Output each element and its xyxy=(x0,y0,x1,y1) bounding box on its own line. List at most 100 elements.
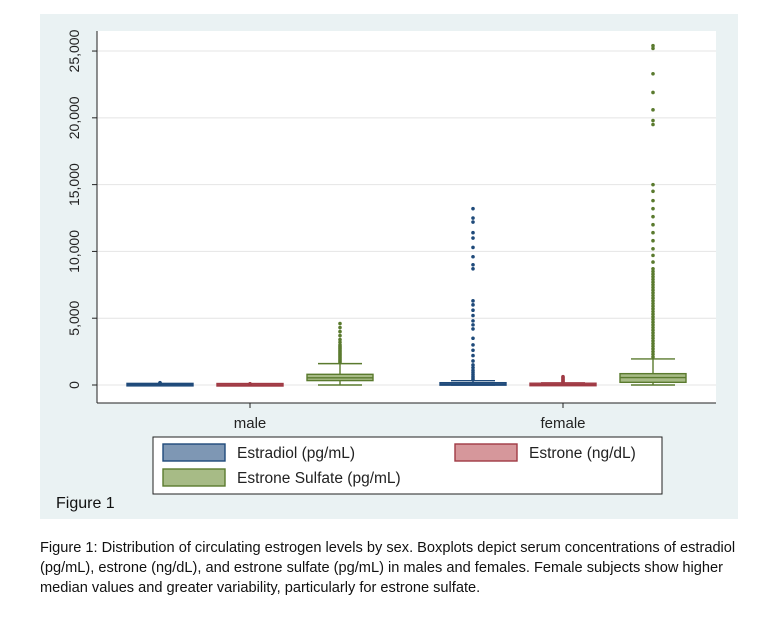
outlier-point xyxy=(651,90,655,95)
outlier-point xyxy=(651,307,655,311)
outlier-point xyxy=(651,296,655,300)
boxes xyxy=(126,43,687,387)
outlier-point xyxy=(651,283,655,287)
outlier-point xyxy=(651,288,655,292)
outlier-point xyxy=(651,285,655,290)
outlier-point xyxy=(651,301,655,306)
outlier-point xyxy=(651,260,655,264)
outlier-point xyxy=(651,349,655,354)
outlier-point xyxy=(561,374,565,379)
outlier-point xyxy=(651,246,655,251)
box-female-2 xyxy=(619,43,687,386)
outlier-point xyxy=(471,303,475,307)
figure-label: Figure 1 xyxy=(56,495,115,512)
outlier-point xyxy=(651,331,655,335)
outlier-point xyxy=(651,339,655,343)
outlier-point xyxy=(651,325,655,330)
outlier-point xyxy=(471,327,475,331)
x-tick-label: male xyxy=(234,415,267,432)
outlier-point xyxy=(471,216,475,220)
outlier-point xyxy=(651,317,655,322)
outlier-point xyxy=(471,206,475,211)
outlier-point xyxy=(651,108,655,112)
boxplot-chart: 0 5,000 10,000 15,000 20,000 25,000 male femal… xyxy=(66,29,716,495)
outlier-point xyxy=(471,359,475,363)
outlier-point xyxy=(651,299,655,303)
outlier-point xyxy=(338,325,342,330)
grid-lines xyxy=(97,50,716,386)
outlier-point xyxy=(471,348,475,353)
outlier-point xyxy=(471,323,475,327)
legend-label: Estrone (ng/dL) xyxy=(529,445,636,462)
figure-panel: 0 5,000 10,000 15,000 20,000 25,000 male femal… xyxy=(40,14,738,519)
y-tick-label: 10,000 xyxy=(66,230,82,273)
outlier-point xyxy=(651,277,655,282)
outlier-point xyxy=(651,323,655,327)
box-male-0 xyxy=(126,380,194,387)
outlier-point xyxy=(158,380,162,385)
outlier-point xyxy=(651,266,655,271)
outlier-point xyxy=(651,189,655,194)
y-tick-label: 5,000 xyxy=(66,300,82,335)
outlier-point xyxy=(651,272,655,276)
legend: Estradiol (pg/mL) Estrone (ng/dL) Estrone … xyxy=(152,436,663,495)
outlier-point xyxy=(651,253,655,258)
outlier-point xyxy=(651,118,655,123)
x-axis: male female xyxy=(234,403,586,432)
legend-border xyxy=(152,436,663,495)
outlier-point xyxy=(471,308,475,312)
outlier-point xyxy=(651,293,655,298)
outlier-point xyxy=(471,363,475,367)
plot-area xyxy=(97,31,716,403)
outlier-point xyxy=(651,222,655,227)
outlier-point xyxy=(338,321,342,326)
outlier-point xyxy=(471,319,475,323)
y-tick-label: 20,000 xyxy=(66,96,82,139)
outlier-point xyxy=(471,336,475,341)
outlier-point xyxy=(338,340,342,345)
outlier-point xyxy=(651,309,655,314)
y-tick-label: 25,000 xyxy=(66,29,82,72)
outlier-point xyxy=(651,269,655,274)
outlier-point xyxy=(651,46,655,51)
box-female-1 xyxy=(529,374,597,387)
outlier-point xyxy=(248,381,252,386)
outlier-point xyxy=(651,291,655,295)
outlier-point xyxy=(651,336,655,341)
outlier-point xyxy=(471,313,475,318)
outlier-point xyxy=(338,343,342,347)
outlier-point xyxy=(651,320,655,325)
outlier-point xyxy=(651,71,655,76)
outlier-point xyxy=(651,198,655,203)
outlier-point xyxy=(471,220,475,224)
box-female-0 xyxy=(439,206,507,386)
outlier-point xyxy=(651,214,655,219)
legend-swatch xyxy=(454,443,518,462)
y-axis: 0 5,000 10,000 15,000 20,000 25,000 xyxy=(66,29,97,389)
outlier-point xyxy=(471,245,475,250)
outlier-point xyxy=(471,254,475,259)
box-male-2 xyxy=(306,321,374,386)
legend-swatch xyxy=(162,468,226,487)
outlier-point xyxy=(651,304,655,308)
outlier-point xyxy=(471,230,475,235)
outlier-point xyxy=(651,333,655,338)
outlier-point xyxy=(471,353,475,358)
outlier-point xyxy=(651,352,655,357)
outlier-point xyxy=(651,182,655,187)
outlier-point xyxy=(338,329,342,334)
y-tick-label: 15,000 xyxy=(66,163,82,206)
outlier-point xyxy=(651,344,655,349)
outlier-point xyxy=(338,333,342,338)
outlier-point xyxy=(338,337,342,342)
outlier-point xyxy=(651,355,655,359)
box-male-1 xyxy=(216,381,284,387)
outlier-point xyxy=(651,341,655,346)
legend-swatch xyxy=(162,443,226,462)
outlier-point xyxy=(651,122,655,127)
outlier-point xyxy=(471,299,475,303)
outlier-point xyxy=(471,266,475,271)
outlier-point xyxy=(651,280,655,284)
outlier-point xyxy=(651,315,655,319)
outlier-point xyxy=(651,230,655,235)
